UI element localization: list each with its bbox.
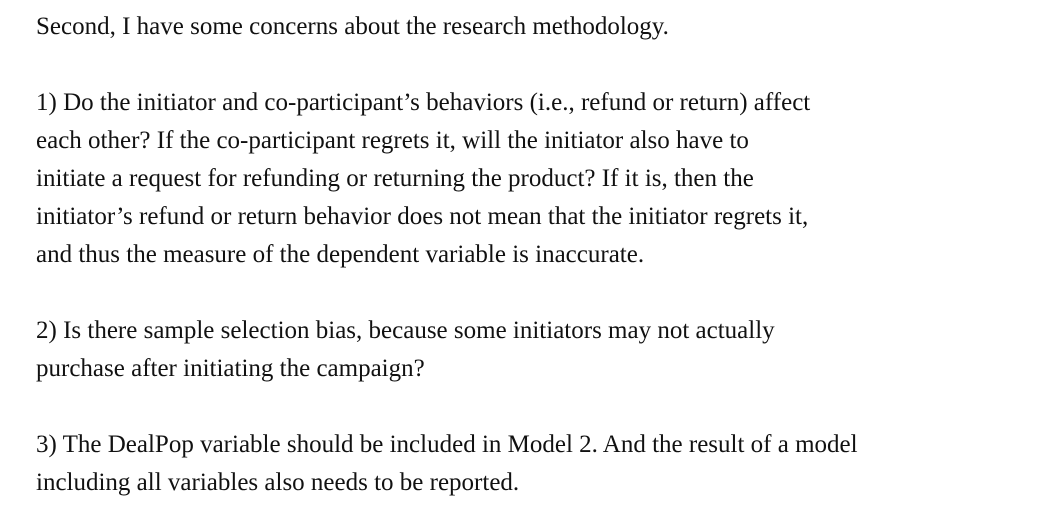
point-1-line-1: 1) Do the initiator and co-participant’s… [36,89,811,116]
document-body: Second, I have some concerns about the r… [36,8,1026,502]
point-3-line-2: including all variables also needs to be… [36,469,520,496]
point-1-line-4: initiator’s refund or return behavior do… [36,203,809,230]
point-3-paragraph: 3) The DealPop variable should be includ… [36,426,1026,502]
point-1-line-2: each other? If the co-participant regret… [36,127,749,154]
point-2-paragraph: 2) Is there sample selection bias, becau… [36,312,1026,388]
point-3-line-1: 3) The DealPop variable should be includ… [36,431,858,458]
point-2-line-1: 2) Is there sample selection bias, becau… [36,317,775,344]
point-1-line-5: and thus the measure of the dependent va… [36,241,645,268]
paragraph-gap [36,388,1026,426]
point-2-line-2: purchase after initiating the campaign? [36,355,425,382]
paragraph-gap [36,46,1026,84]
intro-paragraph: Second, I have some concerns about the r… [36,8,1026,46]
point-1-paragraph: 1) Do the initiator and co-participant’s… [36,84,1026,274]
point-1-line-3: initiate a request for refunding or retu… [36,165,754,192]
paragraph-gap [36,274,1026,312]
intro-line: Second, I have some concerns about the r… [36,13,669,40]
